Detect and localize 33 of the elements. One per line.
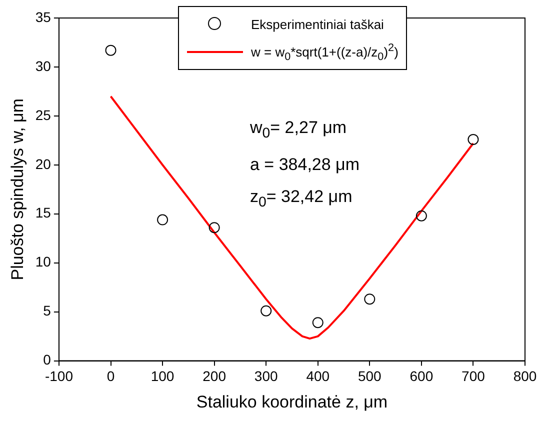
x-tick-label: 200 [202,368,226,384]
point [468,134,479,145]
point [312,317,324,328]
x-tick-label: 300 [254,368,278,384]
point [416,210,427,222]
legend-label: Eksperimentiniai taškai [251,16,384,32]
y-tick-label: 30 [35,58,52,74]
annotation: w$_{0}$= 2,27 μm [250,117,348,144]
y-tick-label: 15 [35,204,52,221]
x-tick-label: 800 [513,368,537,384]
y-tick-label: 20 [35,156,52,172]
y-tick-label: 5 [43,302,52,319]
annotation: z$_{0}$= 32,42 μm [250,186,354,213]
point [208,222,220,234]
x-axis-title: Staliuko koordinatė z, μm [196,392,388,412]
point [364,294,376,305]
legend-label: w = w$_{0}$*sqrt(1+((z-a)/z$_{0}$)$^{2}$) [251,42,398,62]
x-tick-label: 700 [462,368,486,384]
y-tick-label: 25 [35,106,52,123]
x-tick-label: 0 [106,368,115,384]
y-tick-label: 0 [43,352,52,368]
y-tick-label: 35 [35,8,52,25]
x-tick-label: 600 [410,368,434,384]
x-tick-label: 500 [358,368,382,384]
x-tick-label: -100 [44,368,74,384]
point [260,305,272,316]
x-tick-label: 100 [150,368,174,384]
point [105,44,116,56]
annotation: a = 384,28 μm [250,154,360,176]
x-tick-label: 400 [306,368,330,384]
y-axis-title: Pluošto spindulys w, μm [8,98,27,280]
point [157,214,168,226]
y-tick-label: 10 [35,254,52,270]
